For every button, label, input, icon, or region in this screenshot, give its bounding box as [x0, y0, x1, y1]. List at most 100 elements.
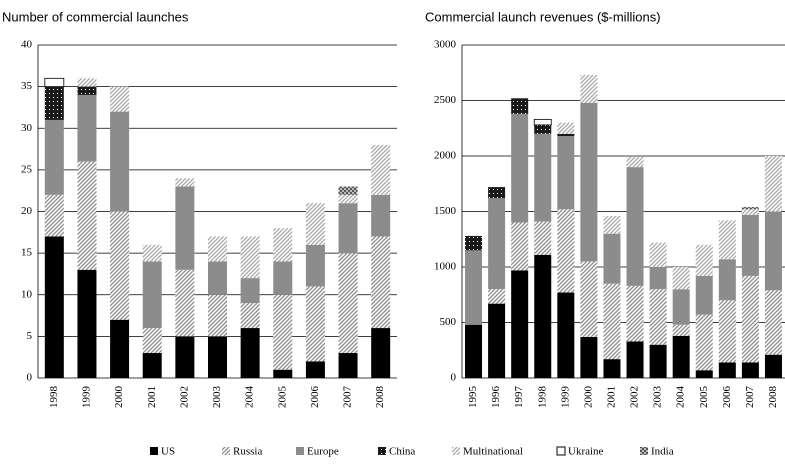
x-tick-label: 1998: [48, 386, 60, 409]
x-tick-label: 2004: [244, 386, 256, 409]
bar-segment: [208, 336, 227, 378]
bar-segment: [488, 198, 506, 290]
x-tick-label: 2005: [276, 386, 288, 409]
bar-segment: [77, 94, 97, 162]
x-tick-label: 1997: [513, 386, 525, 409]
bar-segment: [534, 124, 552, 134]
x-tick-label: 1998: [536, 386, 548, 409]
bar-segment: [741, 209, 759, 215]
bar-segment: [305, 286, 325, 362]
x-tick-label: 2007: [744, 386, 756, 409]
bar-segment: [44, 236, 64, 378]
legend-swatch: [296, 447, 304, 455]
bar-segment: [240, 328, 260, 378]
bar-segment: [741, 207, 759, 210]
bar-segment: [208, 294, 227, 337]
bar-segment: [240, 278, 260, 304]
y-tick-label: 3000: [434, 39, 457, 51]
x-tick-label: 2000: [113, 386, 125, 409]
bar-segment: [175, 178, 195, 187]
bar-segment: [110, 111, 130, 212]
legend-swatch: [556, 446, 566, 456]
y-tick-label: 1000: [434, 261, 457, 273]
y-tick-label: 20: [21, 205, 33, 217]
legend-label: US: [161, 446, 175, 458]
bar-segment: [305, 244, 325, 287]
bar-segment: [649, 267, 667, 290]
bar-segment: [77, 86, 97, 95]
legend-label: Multinational: [463, 446, 523, 458]
bar-segment: [672, 324, 690, 336]
x-tick-label: 2004: [675, 386, 687, 409]
bar-segment: [534, 254, 552, 378]
x-tick-label: 2000: [582, 386, 594, 409]
bar-segment: [371, 328, 391, 378]
bar-segment: [142, 328, 162, 354]
bar-segment: [338, 203, 358, 254]
bar-segment: [273, 261, 293, 295]
x-tick-label: 2006: [721, 386, 733, 409]
bar-segment: [603, 359, 621, 378]
bar-segment: [511, 222, 529, 271]
bar-segment: [534, 221, 552, 255]
chart-title: Number of commercial launches: [2, 9, 189, 24]
legend-label: Russia: [233, 446, 262, 458]
bar-segment: [488, 187, 506, 199]
legend-swatch: [378, 447, 386, 455]
bar-segment: [580, 261, 598, 337]
bar-segment: [371, 236, 391, 329]
bar-segment: [488, 289, 506, 304]
bar-segment: [626, 167, 644, 286]
bar-segment: [273, 369, 293, 378]
bar-segment: [371, 194, 391, 237]
x-tick-label: 2001: [146, 386, 158, 408]
bar-segment: [44, 119, 64, 195]
bar-segment: [672, 267, 690, 290]
legend-swatch: [222, 447, 230, 455]
bar-segment: [77, 269, 97, 378]
y-tick-label: 30: [21, 122, 33, 134]
legend-label: Europe: [307, 446, 339, 458]
chart-title: Commercial launch revenues ($-millions): [425, 9, 661, 24]
legend-label: Ukraine: [568, 446, 604, 458]
bar-segment: [175, 269, 195, 337]
legend-swatch: [150, 447, 158, 455]
legend-label: India: [651, 446, 674, 458]
bar-segment: [175, 186, 195, 270]
x-tick-label: 1995: [467, 386, 479, 409]
bar-segment: [175, 336, 195, 378]
bar-segment: [338, 353, 358, 378]
x-tick-label: 2007: [342, 386, 354, 409]
bar-segment: [110, 86, 130, 112]
bar-segment: [465, 324, 483, 378]
bar-segment: [603, 233, 621, 284]
bar-segment: [110, 211, 130, 320]
bar-segment: [649, 344, 667, 378]
bar-segment: [110, 319, 130, 378]
bar-segment: [557, 209, 575, 293]
x-tick-label: 2001: [605, 386, 617, 408]
bar-segment: [44, 77, 65, 88]
x-tick-label: 2006: [309, 386, 321, 409]
bar-segment: [580, 74, 598, 103]
bar-segment: [695, 275, 713, 315]
bar-segment: [465, 250, 483, 325]
bar-segment: [695, 370, 713, 378]
bar-segment: [44, 86, 64, 120]
bar-segment: [208, 261, 227, 295]
bar-segment: [580, 336, 598, 378]
bar-segment: [718, 362, 736, 378]
bar-segment: [338, 194, 358, 204]
y-tick-label: 0: [451, 372, 457, 384]
bar-segment: [77, 78, 97, 87]
y-tick-label: 1500: [434, 205, 457, 217]
bar-segment: [465, 235, 483, 251]
bar-segment: [371, 144, 391, 195]
bar-segment: [273, 294, 293, 370]
y-tick-label: 500: [440, 316, 457, 328]
y-tick-label: 5: [27, 330, 33, 342]
bar-segment: [764, 156, 782, 212]
bar-segment: [208, 236, 227, 262]
bar-segment: [338, 253, 358, 354]
